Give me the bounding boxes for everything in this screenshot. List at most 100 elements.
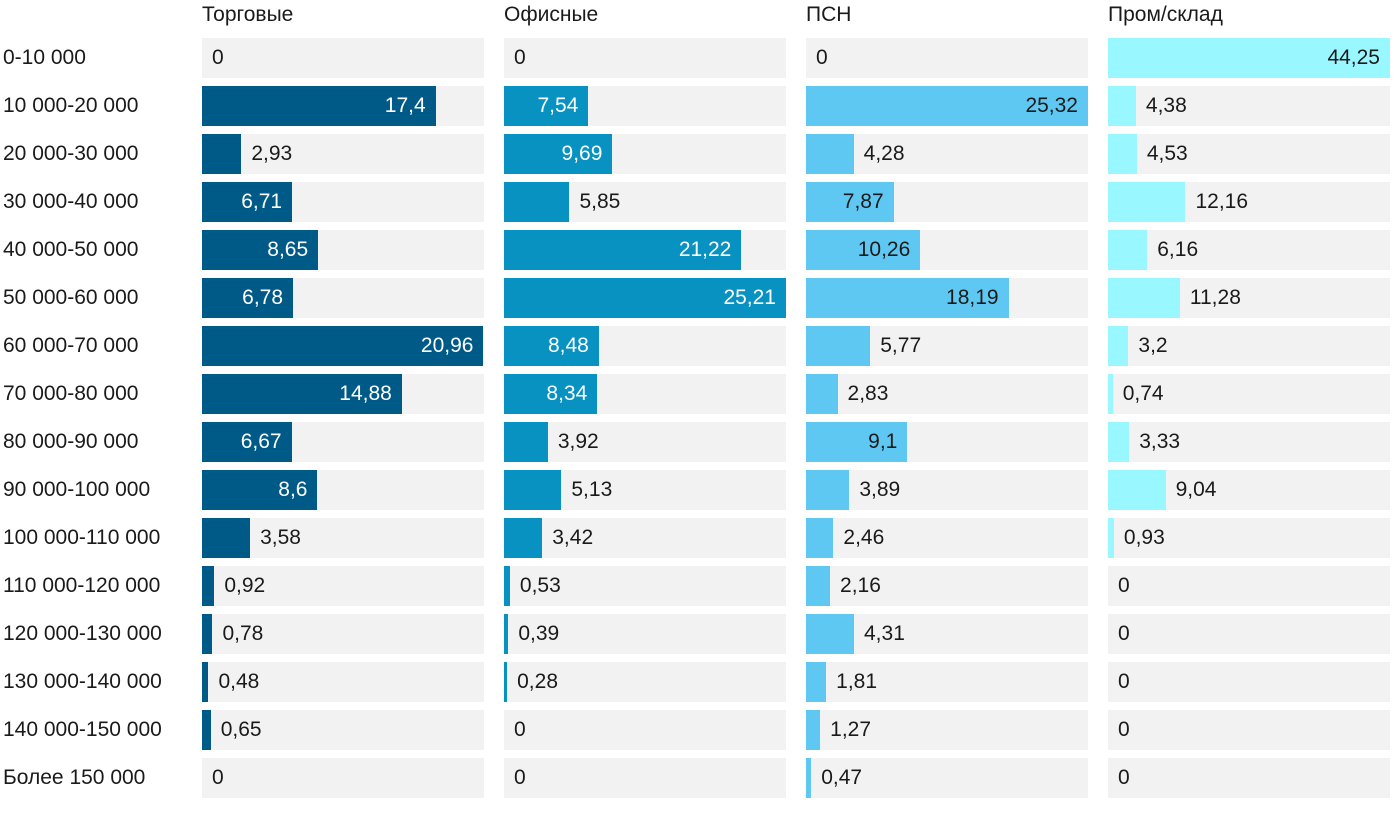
value-label: 2,83 — [847, 382, 889, 405]
value-label: 0 — [514, 766, 526, 789]
bar-track: 7,87 — [806, 182, 1088, 222]
bar — [806, 182, 894, 222]
value-label: 12,16 — [1195, 190, 1249, 213]
bar-track: 10,26 — [806, 230, 1088, 270]
bar-track: 4,31 — [806, 614, 1088, 654]
bar — [806, 374, 838, 414]
bar-track: 5,85 — [504, 182, 786, 222]
value-label: 0,74 — [1122, 382, 1164, 405]
bar-track: 0 — [202, 758, 484, 798]
value-label: 8,34 — [546, 382, 588, 405]
value-label: 4,53 — [1146, 142, 1188, 165]
value-label: 20,96 — [420, 334, 474, 357]
bar-track: 0 — [1108, 662, 1390, 702]
value-label: 10,26 — [857, 238, 911, 261]
bar-track: 9,69 — [504, 134, 786, 174]
value-label: 0 — [816, 46, 828, 69]
bar-track: 4,53 — [1108, 134, 1390, 174]
bar — [1108, 182, 1186, 222]
bar-track: 3,89 — [806, 470, 1088, 510]
bar — [806, 278, 1009, 318]
bar — [806, 614, 854, 654]
value-label: 0,47 — [821, 766, 863, 789]
bar-track: 0 — [1108, 710, 1390, 750]
value-label: 0 — [514, 718, 526, 741]
bar — [202, 230, 319, 270]
bar — [504, 326, 599, 366]
value-label: 0,78 — [222, 622, 264, 645]
value-label: 1,81 — [836, 670, 878, 693]
bar-track: 7,54 — [504, 86, 786, 126]
value-label: 5,13 — [571, 478, 613, 501]
bar — [806, 566, 831, 606]
bar — [1108, 326, 1129, 366]
bar-track: 17,4 — [202, 86, 484, 126]
series-title: Офисные — [504, 3, 599, 26]
bar — [202, 86, 436, 126]
value-label: 0 — [212, 766, 224, 789]
bar-track: 3,2 — [1108, 326, 1390, 366]
bar — [504, 614, 509, 654]
bar — [504, 374, 598, 414]
bar-track: 9,04 — [1108, 470, 1390, 510]
bar — [1108, 134, 1137, 174]
bar — [806, 470, 850, 510]
series-title: ПСН — [806, 3, 852, 26]
bar — [1108, 422, 1130, 462]
bar-track: 1,27 — [806, 710, 1088, 750]
bar-track: 0,48 — [202, 662, 484, 702]
bar-track: 0 — [806, 38, 1088, 78]
bar — [202, 278, 294, 318]
value-label: 8,6 — [278, 478, 308, 501]
value-label: 3,2 — [1138, 334, 1168, 357]
bar-track: 5,13 — [504, 470, 786, 510]
row-label: 120 000-130 000 — [3, 622, 162, 645]
value-label: 9,04 — [1175, 478, 1217, 501]
value-label: 18,19 — [946, 286, 999, 309]
bar-track: 0,92 — [202, 566, 484, 606]
bar-track: 1,81 — [806, 662, 1088, 702]
row-label: 110 000-120 000 — [3, 574, 161, 597]
bar-track: 3,58 — [202, 518, 484, 558]
value-label: 0,93 — [1123, 526, 1165, 549]
value-label: 25,21 — [723, 286, 776, 309]
bar-track: 20,96 — [202, 326, 484, 366]
value-label: 14,88 — [339, 382, 392, 405]
bar-track: 25,32 — [806, 86, 1088, 126]
row-label: 130 000-140 000 — [3, 670, 162, 693]
row-label: 100 000-110 000 — [3, 526, 161, 549]
bar — [504, 566, 510, 606]
bar — [806, 710, 821, 750]
bar-track: 44,25 — [1108, 38, 1390, 78]
bar-track: 2,46 — [806, 518, 1088, 558]
value-label: 4,38 — [1145, 94, 1187, 117]
bar-track: 0 — [504, 710, 786, 750]
value-label: 8,65 — [267, 238, 309, 261]
bar-track: 0 — [504, 758, 786, 798]
value-label: 0 — [514, 46, 526, 69]
value-label: 17,4 — [384, 94, 426, 117]
bar — [202, 326, 484, 366]
bar — [1108, 230, 1148, 270]
value-label: 6,16 — [1157, 238, 1199, 261]
bar-track: 21,22 — [504, 230, 786, 270]
value-label: 2,93 — [251, 142, 293, 165]
value-label: 0,92 — [224, 574, 266, 597]
bar — [1108, 278, 1180, 318]
bar-track: 3,33 — [1108, 422, 1390, 462]
value-label: 0 — [1118, 718, 1130, 741]
bar-track: 0,93 — [1108, 518, 1390, 558]
bar-track: 8,6 — [202, 470, 484, 510]
value-label: 0 — [1118, 622, 1130, 645]
bar-track: 5,77 — [806, 326, 1088, 366]
value-label: 11,28 — [1189, 286, 1241, 309]
value-label: 0,28 — [517, 670, 558, 693]
value-label: 0 — [212, 46, 224, 69]
bar-track: 6,16 — [1108, 230, 1390, 270]
value-label: 7,87 — [842, 190, 884, 213]
bar — [202, 518, 251, 558]
value-label: 8,48 — [547, 334, 589, 357]
bar-track: 6,71 — [202, 182, 484, 222]
row-label: 90 000-100 000 — [3, 478, 151, 501]
